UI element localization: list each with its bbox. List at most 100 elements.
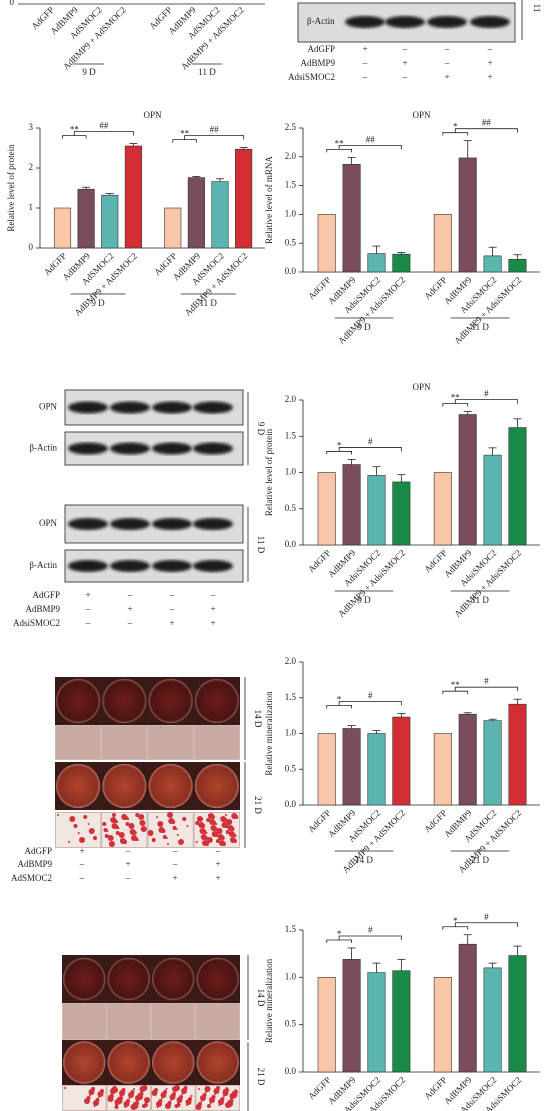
stain-spot: [112, 813, 116, 817]
condition-sign: –: [127, 590, 133, 600]
stain-spot: [114, 1099, 121, 1105]
group-label: 9 D: [82, 67, 96, 77]
bar: [458, 157, 477, 273]
blot-band: [152, 518, 192, 530]
stain-spot: [211, 831, 218, 837]
stain-spot: [186, 1104, 188, 1106]
group-label: 9 D: [357, 595, 371, 605]
significance-label: ##: [99, 121, 109, 131]
significance-bracket: [326, 935, 402, 943]
culture-well: [102, 678, 147, 724]
bar: [458, 943, 477, 1073]
group-label: 9 D: [256, 422, 266, 436]
condition-sign: –: [125, 846, 131, 856]
stain-spot: [97, 1091, 104, 1097]
condition-sign: +: [402, 58, 407, 68]
bar: [392, 716, 411, 806]
micrograph: [107, 1004, 150, 1039]
condition-sign: –: [362, 72, 368, 82]
stain-spot: [158, 827, 165, 833]
condition-sign: –: [402, 44, 408, 54]
stain-spot: [110, 1093, 113, 1095]
y-tick-label: 2: [29, 162, 34, 172]
significance-label: ##: [366, 134, 376, 144]
group-label: 11 D: [199, 298, 217, 308]
y-axis-label: Relative mineralization: [264, 958, 274, 1043]
significance-bracket: [442, 686, 518, 695]
bar: [317, 472, 336, 546]
stain-spot: [190, 1095, 193, 1097]
stain-spot: [69, 816, 76, 822]
condition-sign: –: [79, 873, 85, 883]
stain-spot: [104, 834, 109, 838]
stain-spot: [98, 1096, 100, 1098]
stain-spot: [110, 818, 113, 820]
group-label: 21 D: [471, 855, 489, 865]
stain-spot: [210, 825, 217, 831]
culture-well: [196, 1041, 239, 1084]
stain-spot: [119, 1090, 125, 1096]
bar: [458, 713, 477, 806]
stain-spot: [120, 838, 126, 844]
stain-spot: [223, 1095, 225, 1097]
condition-sign: –: [125, 873, 131, 883]
stain-spot: [168, 818, 175, 824]
stain-spot: [73, 824, 78, 828]
group-label: 21 D: [253, 796, 263, 814]
culture-well: [194, 678, 239, 724]
significance-label: #: [484, 389, 489, 399]
y-tick-label: 1.5: [285, 924, 297, 934]
bar: [211, 181, 229, 249]
bar: [483, 720, 502, 806]
stain-spot: [218, 1104, 221, 1106]
stain-spot: [156, 1106, 159, 1108]
group-label: 11 D: [471, 595, 489, 605]
culture-well: [152, 1041, 195, 1084]
condition-label: AdGFP: [24, 846, 52, 856]
bar: [508, 955, 527, 1073]
stain-spot: [197, 817, 199, 819]
stain-spot: [151, 1090, 158, 1096]
significance-bracket: [326, 447, 402, 455]
stain-spot: [121, 814, 128, 820]
group-label: 11 D: [198, 67, 216, 77]
significance-bracket: [442, 128, 518, 136]
blot-band: [193, 560, 233, 572]
culture-well: [102, 763, 147, 809]
chart-title: OPN: [143, 110, 162, 120]
condition-sign: –: [85, 618, 91, 628]
stain-spot: [57, 814, 59, 816]
bar: [483, 454, 502, 546]
y-tick-label: 2.0: [285, 394, 297, 404]
stain-spot: [170, 1099, 172, 1101]
stain-spot: [197, 816, 203, 822]
y-tick-label: 1.0: [285, 971, 297, 981]
y-axis-label: Relative level of mRNA: [264, 156, 274, 244]
culture-well: [63, 1041, 106, 1084]
stain-spot: [200, 834, 207, 840]
bar: [342, 464, 361, 546]
condition-sign: +: [85, 590, 90, 600]
bar: [342, 959, 361, 1073]
stain-spot: [93, 1100, 99, 1106]
condition-sign: –: [210, 590, 216, 600]
stain-spot: [130, 1104, 137, 1110]
stain-spot: [195, 821, 200, 825]
bar: [433, 733, 452, 806]
condition-sign: –: [172, 846, 178, 856]
stain-spot: [135, 1095, 141, 1101]
y-tick-label: 0: [10, 0, 15, 7]
stain-spot: [172, 826, 177, 830]
stain-spot: [147, 830, 154, 836]
stain-spot: [209, 1102, 212, 1104]
culture-well: [63, 957, 106, 1001]
condition-sign: +: [487, 72, 492, 82]
condition-sign: –: [444, 58, 450, 68]
stain-spot: [181, 1093, 184, 1095]
stain-spot: [200, 1100, 203, 1102]
bar: [483, 967, 502, 1073]
significance-bracket: [172, 135, 245, 143]
stain-spot: [220, 816, 227, 822]
stain-spot: [220, 817, 223, 819]
